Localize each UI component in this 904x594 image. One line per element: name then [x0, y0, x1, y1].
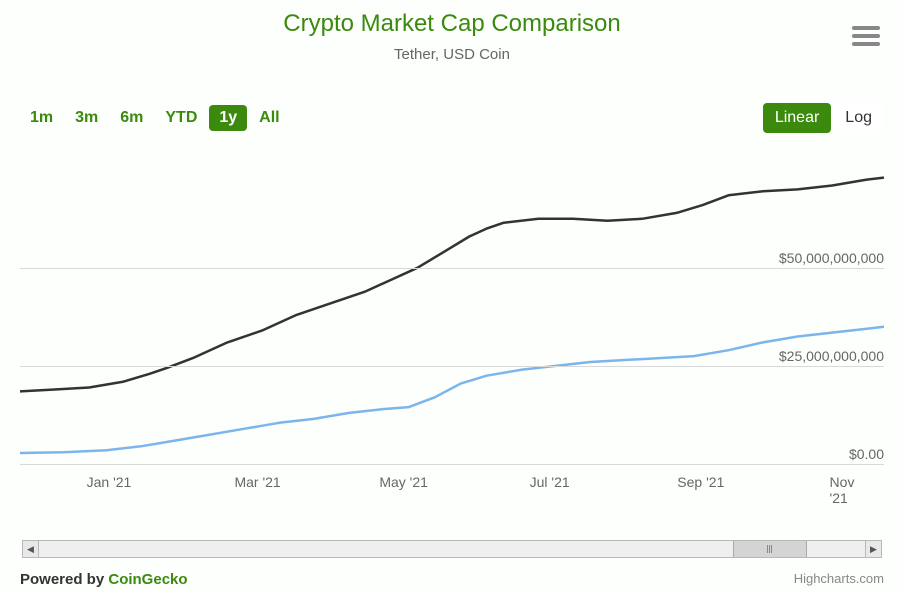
range-button-6m[interactable]: 6m [110, 105, 153, 131]
coingecko-link[interactable]: CoinGecko [108, 571, 187, 588]
y-axis-label: $0.00 [849, 446, 884, 464]
range-button-1m[interactable]: 1m [20, 105, 63, 131]
x-axis-label: Jan '21 [87, 474, 132, 490]
powered-by: Powered by CoinGecko [20, 571, 188, 588]
scale-button-log[interactable]: Log [833, 103, 884, 133]
controls-row: 1m3m6mYTD1yAll LinearLog [0, 103, 904, 133]
range-button-all[interactable]: All [249, 105, 289, 131]
gridline [20, 464, 884, 465]
chart-title: Crypto Market Cap Comparison [0, 0, 904, 38]
nav-arrow-right-icon[interactable]: ▶ [865, 541, 881, 557]
chart-svg [20, 158, 884, 464]
x-axis-label: May '21 [379, 474, 428, 490]
footer: Powered by CoinGecko Highcharts.com [20, 571, 884, 588]
nav-handle[interactable] [733, 541, 807, 557]
y-axis-label: $25,000,000,000 [779, 348, 884, 366]
powered-prefix: Powered by [20, 571, 108, 588]
y-axis-label: $50,000,000,000 [779, 250, 884, 268]
x-axis-label: Jul '21 [530, 474, 570, 490]
range-button-3m[interactable]: 3m [65, 105, 108, 131]
navigator-scrollbar[interactable]: ◀ ▶ [22, 540, 882, 558]
nav-track[interactable] [39, 541, 865, 557]
hamburger-menu-icon[interactable] [852, 24, 880, 48]
range-selector: 1m3m6mYTD1yAll [20, 105, 290, 131]
scale-selector: LinearLog [763, 103, 884, 133]
chart-plot-area: $0.00 $25,000,000,000 $50,000,000,000 Jan '… [20, 158, 884, 488]
x-axis-label: Nov '21 [830, 474, 866, 506]
range-button-ytd[interactable]: YTD [155, 105, 207, 131]
nav-arrow-left-icon[interactable]: ◀ [23, 541, 39, 557]
highcharts-credits[interactable]: Highcharts.com [794, 571, 884, 588]
gridline [20, 268, 884, 269]
series-tether[interactable] [20, 178, 884, 392]
x-axis-label: Sep '21 [677, 474, 724, 490]
range-button-1y[interactable]: 1y [209, 105, 247, 131]
scale-button-linear[interactable]: Linear [763, 103, 831, 133]
chart-subtitle: Tether, USD Coin [0, 46, 904, 63]
series-usd-coin[interactable] [20, 327, 884, 453]
gridline [20, 366, 884, 367]
chart-container: Crypto Market Cap Comparison Tether, USD… [0, 0, 904, 594]
x-axis-label: Mar '21 [234, 474, 280, 490]
